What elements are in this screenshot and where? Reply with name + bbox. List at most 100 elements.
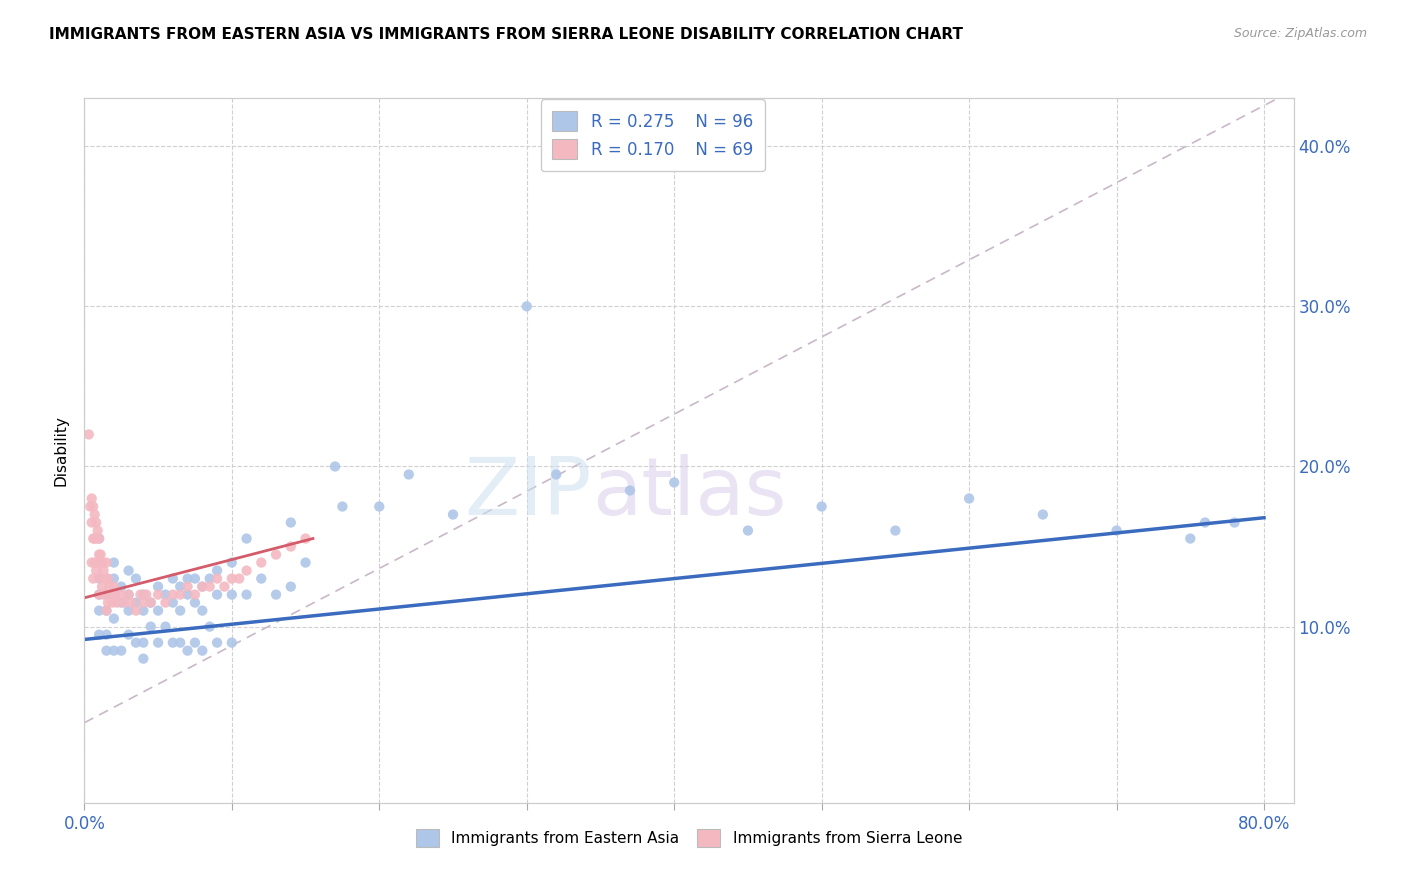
Point [184, 635, 207, 649]
Point [83, 508, 105, 522]
Point [280, 516, 302, 530]
Point [82, 532, 104, 546]
Point [205, 635, 228, 649]
Point [264, 548, 287, 562]
Point [176, 580, 198, 594]
Point [146, 635, 169, 649]
Point [176, 588, 198, 602]
Point [205, 588, 228, 602]
Point [91, 580, 114, 594]
Point [117, 604, 139, 618]
Point [125, 604, 148, 618]
Point [1223, 516, 1246, 530]
Point [146, 588, 169, 602]
Point [146, 580, 169, 594]
Point [176, 572, 198, 586]
Point [132, 651, 155, 665]
Y-axis label: Disability: Disability [53, 415, 69, 486]
Text: atlas: atlas [592, 454, 786, 532]
Point [91, 556, 114, 570]
Point [87, 532, 110, 546]
Point [191, 604, 214, 618]
Point [125, 635, 148, 649]
Point [191, 580, 214, 594]
Point [110, 580, 132, 594]
Point [132, 635, 155, 649]
Point [235, 532, 257, 546]
Legend: Immigrants from Eastern Asia, Immigrants from Sierra Leone: Immigrants from Eastern Asia, Immigrants… [408, 822, 970, 855]
Point [83, 532, 105, 546]
Point [198, 619, 221, 633]
Point [80, 491, 103, 506]
Point [146, 604, 169, 618]
Point [96, 627, 118, 641]
Point [1105, 524, 1128, 538]
Point [97, 596, 120, 610]
Point [737, 524, 759, 538]
Point [235, 564, 257, 578]
Point [79, 500, 101, 514]
Point [516, 299, 538, 313]
Point [132, 596, 155, 610]
Point [97, 572, 120, 586]
Point [110, 596, 132, 610]
Point [184, 596, 207, 610]
Point [214, 580, 236, 594]
Point [139, 596, 162, 610]
Point [117, 564, 139, 578]
Point [110, 588, 132, 602]
Point [221, 588, 243, 602]
Point [1032, 508, 1054, 522]
Point [103, 643, 125, 657]
Point [398, 467, 420, 482]
Point [169, 588, 191, 602]
Point [546, 467, 568, 482]
Point [112, 596, 135, 610]
Point [162, 572, 184, 586]
Point [176, 643, 198, 657]
Point [619, 483, 641, 498]
Point [228, 572, 250, 586]
Point [368, 500, 391, 514]
Point [957, 491, 980, 506]
Point [125, 572, 148, 586]
Point [250, 556, 273, 570]
Point [77, 427, 100, 442]
Point [280, 580, 302, 594]
Point [96, 604, 118, 618]
Point [87, 588, 110, 602]
Point [80, 556, 103, 570]
Point [96, 643, 118, 657]
Point [162, 635, 184, 649]
Point [323, 459, 346, 474]
Point [84, 564, 107, 578]
Point [169, 580, 191, 594]
Point [93, 564, 115, 578]
Point [103, 612, 125, 626]
Point [96, 604, 118, 618]
Point [169, 635, 191, 649]
Point [294, 532, 316, 546]
Point [184, 572, 207, 586]
Point [100, 588, 122, 602]
Point [96, 572, 118, 586]
Point [664, 475, 686, 490]
Point [103, 556, 125, 570]
Point [132, 588, 155, 602]
Point [884, 524, 907, 538]
Point [198, 572, 221, 586]
Point [90, 572, 112, 586]
Point [162, 588, 184, 602]
Point [103, 572, 125, 586]
Text: ZIP: ZIP [465, 454, 592, 532]
Point [132, 604, 155, 618]
Point [205, 572, 228, 586]
Point [139, 619, 162, 633]
Point [235, 588, 257, 602]
Point [117, 588, 139, 602]
Point [90, 548, 112, 562]
Point [221, 572, 243, 586]
Point [221, 635, 243, 649]
Point [93, 588, 115, 602]
Point [83, 556, 105, 570]
